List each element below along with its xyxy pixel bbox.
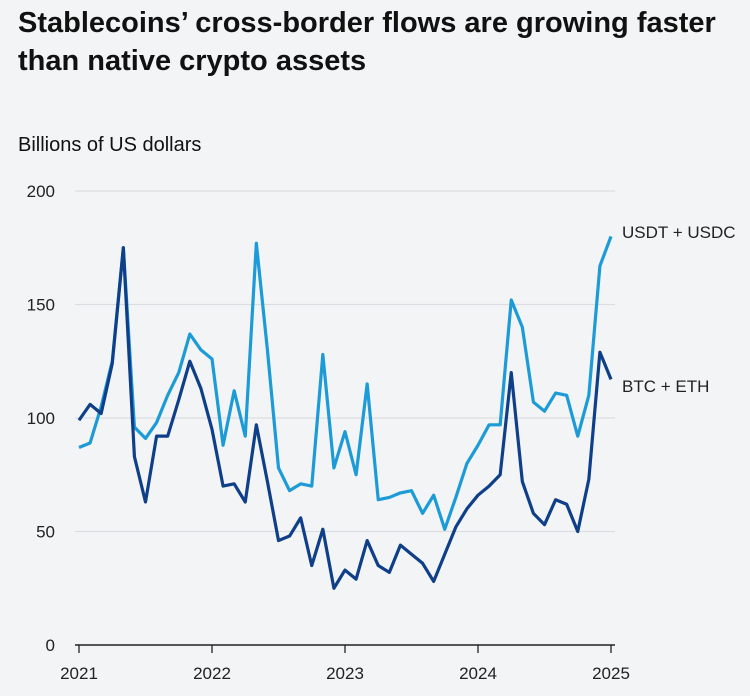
chart-title: Stablecoins’ cross-border flows are grow… [18,7,716,77]
y-tick-label: 150 [27,296,55,315]
x-tick-label: 2022 [193,664,231,683]
x-tick-label: 2024 [459,664,497,683]
y-tick-label: 200 [27,182,55,201]
series-line-usdt-usdc [78,235,613,531]
x-tick-label: 2021 [60,664,98,683]
series-label: BTC + ETH [622,377,709,396]
y-axis-label: Billions of US dollars [18,134,202,156]
x-tick-label: 2023 [326,664,364,683]
y-tick-label: 100 [27,409,55,428]
y-tick-label: 50 [36,523,55,542]
series-label: USDT + USDC [622,223,736,242]
y-tick-label: 0 [46,636,55,655]
x-tick-label: 2025 [592,664,630,683]
